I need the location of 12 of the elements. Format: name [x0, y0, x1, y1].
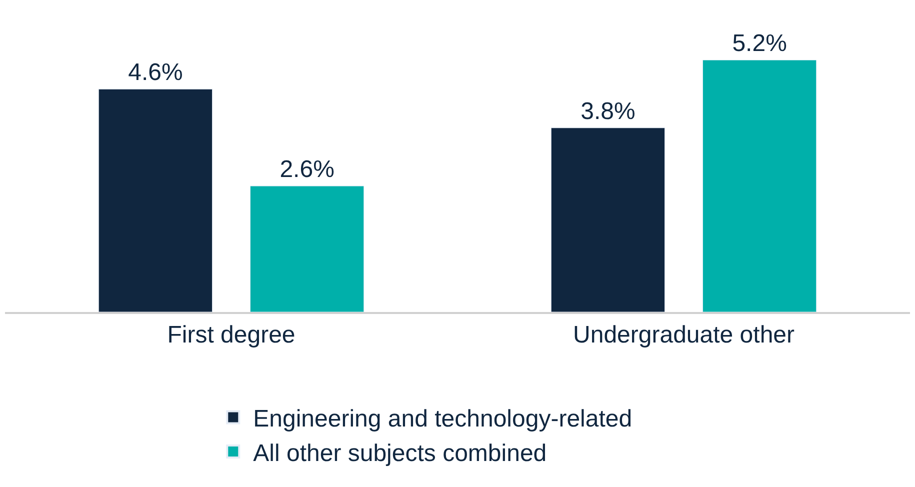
bar [98, 88, 213, 312]
data-label: 3.8% [580, 98, 636, 125]
bar [250, 186, 364, 312]
data-label: 4.6% [128, 59, 183, 86]
legend-label: All other subjects combined [253, 440, 547, 467]
data-label: 2.6% [280, 156, 334, 183]
x-tick-label: Undergraduate other [573, 322, 794, 349]
legend-label: Engineering and technology-related [253, 406, 632, 433]
x-tick-label: First degree [167, 322, 296, 349]
data-label: 5.2% [732, 30, 787, 57]
bar [702, 60, 817, 312]
bar [550, 128, 666, 312]
